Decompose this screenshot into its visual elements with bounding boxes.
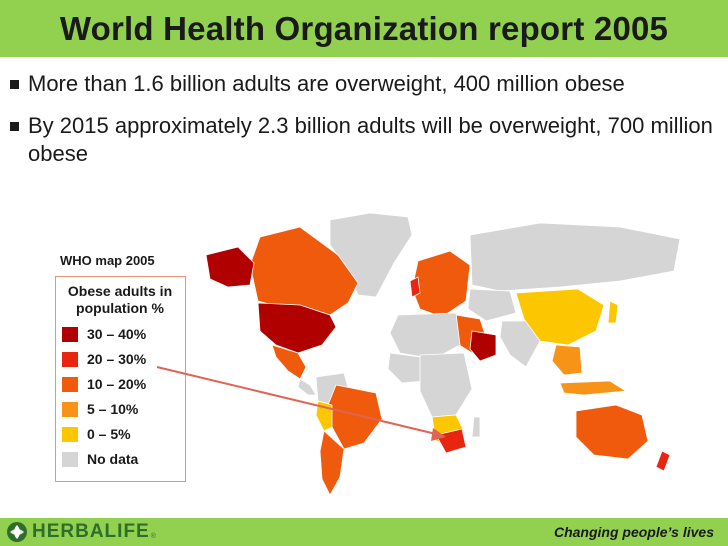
region-central-africa xyxy=(419,352,473,418)
legend-swatch xyxy=(62,401,78,417)
legend-item: No data xyxy=(62,450,138,468)
legend-item: 10 – 20% xyxy=(62,375,146,393)
region-europe xyxy=(411,250,471,318)
region-central-america xyxy=(297,378,317,396)
legend-item: 20 – 30% xyxy=(62,350,146,368)
region-australia xyxy=(575,404,649,460)
region-madagascar xyxy=(471,416,481,438)
tagline: Changing people’s lives xyxy=(553,524,714,540)
registered-mark: ® xyxy=(150,532,156,540)
herbalife-logo: HERBALIFE ® xyxy=(6,521,156,543)
region-japan xyxy=(607,300,619,324)
legend-label: 30 – 40% xyxy=(87,326,147,342)
region-china xyxy=(515,288,605,346)
legend-swatch xyxy=(62,376,78,392)
legend-label: 20 – 30% xyxy=(87,351,147,367)
region-usa xyxy=(257,302,337,354)
leaf-logo-icon xyxy=(7,522,27,542)
region-brazil xyxy=(327,384,383,450)
map-legend: WHO map 2005 Obese adults in population … xyxy=(53,245,187,483)
region-new-zealand xyxy=(655,450,671,472)
title-bar: World Health Organization report 2005 xyxy=(0,0,728,57)
bullet-square-icon xyxy=(10,122,19,131)
region-west-africa xyxy=(387,352,425,384)
legend-swatch xyxy=(62,451,78,467)
logo-text: HERBALIFE xyxy=(32,521,150,542)
region-alaska xyxy=(205,246,255,288)
legend-title: WHO map 2005 xyxy=(60,253,155,268)
bullet-text: More than 1.6 billion adults are overwei… xyxy=(28,71,625,96)
region-central-asia xyxy=(467,288,517,322)
bullet-item: By 2015 approximately 2.3 billion adults… xyxy=(10,112,720,168)
world-obesity-map xyxy=(205,212,681,496)
slide-title: World Health Organization report 2005 xyxy=(59,9,669,47)
legend-item: 30 – 40% xyxy=(62,325,146,343)
bullet-item: More than 1.6 billion adults are overwei… xyxy=(10,70,720,98)
legend-swatch xyxy=(62,326,78,342)
region-uk xyxy=(409,276,421,298)
legend-heading: Obese adults in population % xyxy=(67,283,173,316)
region-southeast-asia xyxy=(551,344,583,376)
footer-bar: HERBALIFE ® Changing people’s lives xyxy=(0,518,728,546)
legend-item: 0 – 5% xyxy=(62,425,131,443)
region-peru xyxy=(315,400,333,432)
legend-label: No data xyxy=(87,451,139,467)
region-indonesia xyxy=(559,380,628,396)
bullet-text: By 2015 approximately 2.3 billion adults… xyxy=(28,113,713,166)
bullet-list: More than 1.6 billion adults are overwei… xyxy=(10,70,720,182)
region-saudi-arabia xyxy=(469,330,497,362)
legend-item: 5 – 10% xyxy=(62,400,138,418)
region-argentina xyxy=(319,430,345,496)
bullet-square-icon xyxy=(10,80,19,89)
legend-label: 5 – 10% xyxy=(87,401,139,417)
legend-swatch xyxy=(62,351,78,367)
legend-label: 10 – 20% xyxy=(87,376,147,392)
legend-label: 0 – 5% xyxy=(87,426,131,442)
legend-box: Obese adults in population % 30 – 40% 20… xyxy=(55,276,186,482)
region-north-africa xyxy=(389,312,461,360)
region-russia xyxy=(469,222,681,292)
legend-swatch xyxy=(62,426,78,442)
